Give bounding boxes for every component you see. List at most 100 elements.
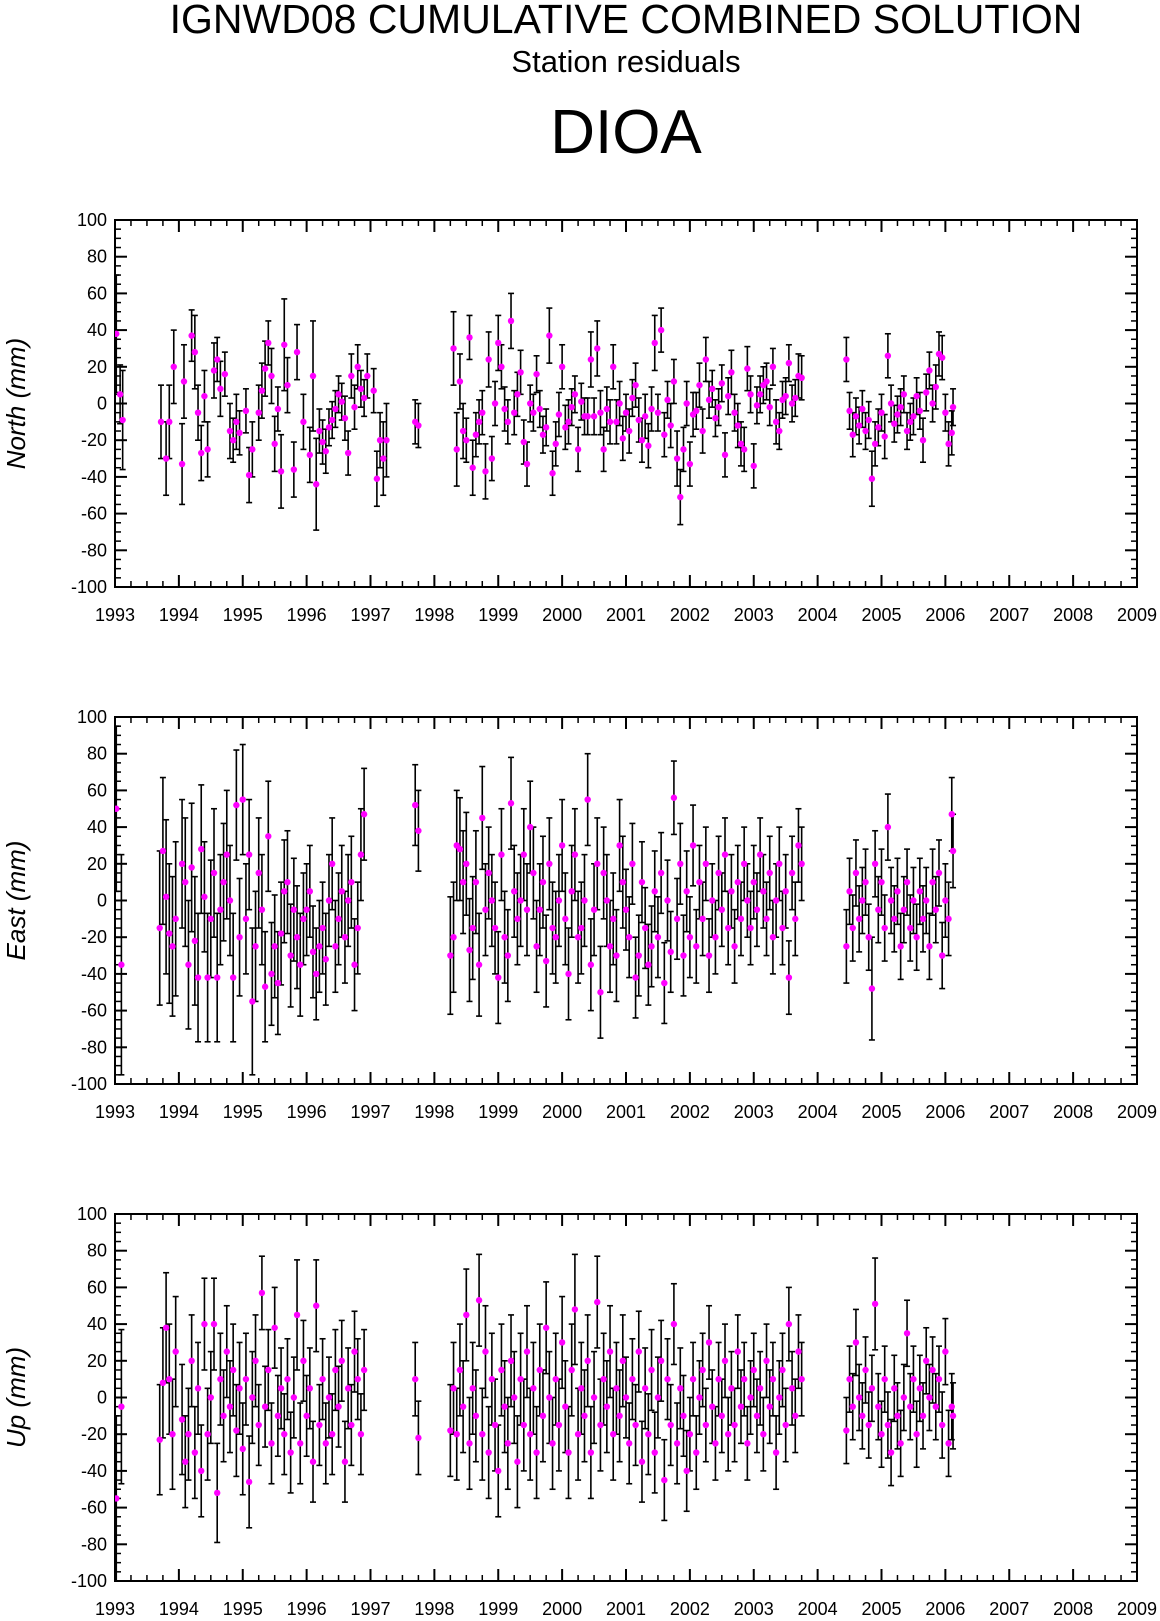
- data-point: [683, 400, 690, 407]
- y-tick-label: 100: [77, 707, 107, 727]
- data-point: [907, 1403, 914, 1410]
- data-point: [776, 427, 783, 435]
- data-point: [709, 897, 716, 904]
- data-point: [466, 1440, 473, 1447]
- data-point: [677, 860, 684, 867]
- data-point: [734, 878, 741, 886]
- figure-title: IGNWD08 CUMULATIVE COMBINED SOLUTION: [170, 0, 1083, 42]
- data-point: [159, 1379, 167, 1387]
- data-point: [517, 369, 524, 376]
- data-point: [562, 424, 569, 431]
- x-tick-label: 2000: [542, 605, 582, 625]
- data-point: [645, 442, 652, 449]
- data-point: [603, 1403, 611, 1410]
- data-point: [571, 1306, 579, 1313]
- y-axis-label: North (mm): [1, 338, 31, 469]
- data-point: [115, 330, 120, 337]
- data-point: [495, 339, 502, 347]
- data-point: [654, 409, 662, 416]
- y-tick-label: -20: [81, 1424, 107, 1444]
- data-point: [412, 1375, 419, 1383]
- data-point: [204, 974, 211, 981]
- data-point: [699, 427, 706, 435]
- data-point: [795, 1348, 802, 1355]
- data-point: [351, 403, 358, 411]
- data-point: [491, 1421, 499, 1429]
- data-point: [594, 1298, 601, 1306]
- data-point: [849, 924, 856, 932]
- data-point: [316, 427, 323, 435]
- data-point: [610, 363, 617, 370]
- data-point: [210, 1320, 218, 1328]
- data-point: [881, 1375, 888, 1383]
- data-point: [875, 1403, 882, 1410]
- data-point: [868, 985, 876, 992]
- data-point: [705, 1339, 713, 1346]
- data-point: [798, 374, 805, 382]
- data-point: [549, 1440, 556, 1447]
- data-point: [466, 334, 473, 341]
- data-point: [600, 869, 607, 877]
- data-point: [300, 1357, 307, 1365]
- y-tick-label: -40: [81, 1461, 107, 1481]
- data-point: [412, 801, 419, 809]
- x-tick-label: 2008: [1053, 1102, 1093, 1122]
- x-tick-label: 1994: [159, 605, 199, 625]
- data-point: [654, 934, 662, 941]
- data-point: [558, 363, 566, 370]
- data-point: [606, 418, 614, 426]
- data-point: [913, 934, 920, 941]
- data-point: [878, 878, 885, 886]
- data-point: [782, 1421, 789, 1429]
- data-point: [737, 440, 745, 448]
- data-point: [552, 440, 559, 448]
- data-point: [472, 878, 480, 886]
- y-tick-label: 80: [87, 744, 107, 764]
- data-point: [325, 424, 333, 431]
- data-point: [680, 952, 687, 959]
- data-point: [277, 1385, 285, 1392]
- data-point: [788, 400, 796, 407]
- data-point: [542, 1324, 550, 1331]
- x-tick-label: 2006: [925, 1102, 965, 1122]
- data-point: [926, 943, 933, 950]
- data-point: [785, 359, 793, 367]
- data-point: [226, 897, 234, 904]
- data-point: [632, 381, 639, 389]
- data-point: [625, 427, 633, 435]
- data-point: [514, 391, 521, 398]
- data-point: [606, 1348, 614, 1355]
- data-point: [511, 409, 518, 416]
- data-point: [578, 1385, 585, 1392]
- data-point: [533, 1449, 540, 1456]
- data-point: [319, 438, 326, 446]
- x-tick-label: 2003: [734, 1102, 774, 1122]
- x-tick-label: 2002: [670, 605, 710, 625]
- x-tick-label: 2006: [925, 605, 965, 625]
- data-point: [641, 1385, 649, 1392]
- data-point: [456, 845, 464, 853]
- data-point: [210, 367, 218, 374]
- data-point: [935, 1375, 943, 1383]
- data-point: [849, 431, 856, 438]
- data-point: [239, 796, 246, 803]
- data-point: [657, 326, 665, 334]
- data-point: [661, 431, 668, 438]
- data-point: [491, 924, 499, 932]
- data-point: [191, 937, 199, 945]
- y-tick-label: -60: [81, 1001, 107, 1021]
- data-point: [938, 952, 946, 959]
- data-point: [932, 383, 939, 391]
- data-point: [792, 394, 799, 402]
- data-point: [233, 1427, 240, 1434]
- data-point: [949, 1412, 957, 1420]
- data-point: [792, 915, 799, 923]
- data-point: [207, 1394, 215, 1401]
- data-point: [641, 413, 649, 420]
- data-point: [683, 888, 690, 895]
- data-point: [325, 1394, 333, 1401]
- data-point: [721, 451, 729, 459]
- data-point: [910, 413, 917, 420]
- data-point: [721, 1357, 729, 1365]
- data-point: [798, 860, 805, 867]
